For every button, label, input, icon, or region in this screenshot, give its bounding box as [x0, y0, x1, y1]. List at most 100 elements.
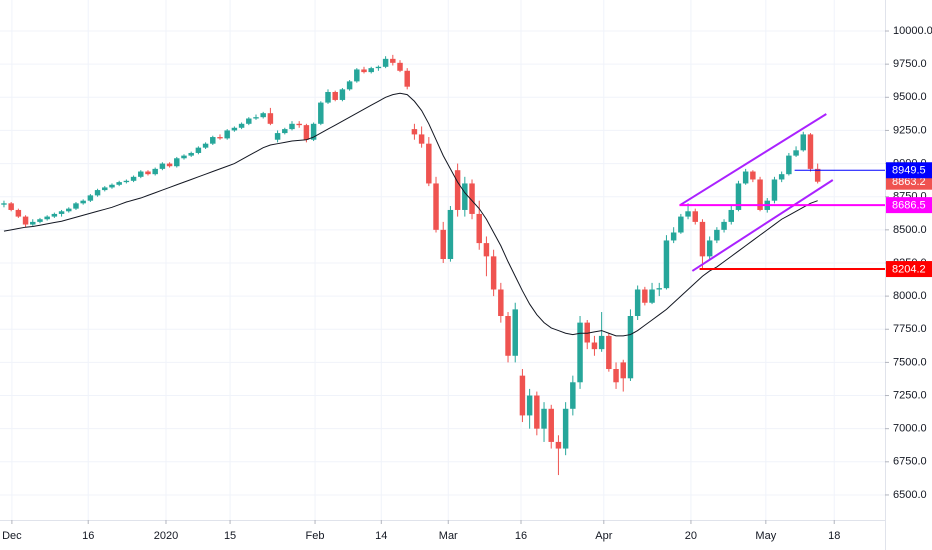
candle-body: [318, 102, 324, 124]
x-tick-label: 2020: [154, 530, 178, 542]
candle-body: [267, 113, 274, 124]
candle-body: [404, 70, 410, 87]
y-tick-label: 7750.0: [893, 323, 927, 335]
candle-body: [577, 322, 583, 383]
candle-body: [411, 129, 418, 135]
candle-body: [181, 155, 187, 159]
candle-body: [238, 123, 245, 128]
candle-body: [195, 147, 202, 153]
y-tick-label: 6500.0: [893, 489, 927, 501]
candle-body: [649, 289, 655, 303]
candle-body: [440, 229, 446, 260]
axes: 6500.0 6750.0 7000.0 7250.0 7500.0 7750.0 8000…: [2, 25, 932, 542]
y-tick-label: 6750.0: [893, 456, 927, 468]
price-label: 8686.5: [892, 200, 926, 212]
x-tick-label: 20: [685, 530, 697, 542]
candle-body: [346, 81, 353, 90]
moving-average: [3, 92, 818, 337]
y-tick-label: 10000.0: [893, 25, 932, 37]
candle-body: [685, 211, 691, 217]
candle-body: [116, 182, 122, 185]
candle-body: [289, 123, 295, 130]
candle-body: [728, 209, 734, 222]
candle-body: [807, 134, 814, 169]
candle-body: [231, 127, 238, 131]
trend-line: [679, 113, 827, 206]
candle-body: [87, 195, 94, 201]
price-label: 8863.2: [892, 176, 926, 188]
candle-body: [8, 203, 14, 210]
candle-body: [692, 211, 698, 222]
candle-body: [390, 58, 396, 63]
candle-body: [778, 174, 785, 180]
x-tick-label: 18: [828, 530, 840, 542]
candle-body: [656, 288, 662, 290]
candle-body: [642, 289, 648, 303]
price-label: 8204.2: [892, 263, 926, 275]
x-tick-label: Mar: [439, 530, 458, 542]
candle-body: [570, 382, 576, 409]
y-tick-label: 7500.0: [893, 356, 927, 368]
candle-body: [166, 163, 173, 167]
candle-body: [1, 203, 7, 205]
candle-body: [699, 221, 706, 257]
candle-body: [382, 58, 389, 67]
candle-body: [627, 316, 634, 379]
candle-body: [152, 168, 158, 175]
x-tick-label: 16: [82, 530, 94, 542]
trend-line: [691, 179, 834, 272]
y-tick-label: 7250.0: [893, 389, 927, 401]
candle-body: [260, 113, 266, 118]
candle-body: [202, 143, 209, 148]
candle-body: [735, 183, 742, 210]
candle-body: [469, 183, 475, 214]
candle-body: [721, 221, 727, 230]
candle-body: [598, 335, 605, 350]
candle-body: [332, 91, 338, 100]
candle-body: [109, 184, 115, 188]
candle-body: [512, 309, 518, 356]
candle-body: [620, 362, 626, 379]
candle-body: [613, 369, 619, 383]
candle-body: [814, 168, 821, 182]
candle-body: [22, 216, 29, 225]
candle-body: [210, 137, 216, 144]
candle-body: [303, 125, 310, 140]
candle-body: [274, 133, 281, 140]
candle-body: [145, 171, 151, 175]
candle-body: [771, 179, 778, 201]
candle-body: [447, 209, 454, 260]
price-label-box: [886, 197, 932, 214]
price-label-box: [886, 162, 932, 179]
candle-body: [310, 123, 317, 140]
candle-body: [296, 123, 302, 126]
candle-body: [224, 130, 230, 139]
y-tick-label: 9750.0: [893, 58, 927, 70]
candle-body: [138, 171, 144, 177]
x-tick-label: Feb: [306, 530, 325, 542]
y-tick-label: 9500.0: [893, 91, 927, 103]
candle-body: [73, 203, 79, 209]
candle-body: [584, 322, 590, 343]
candle-body: [433, 183, 439, 230]
candle-body: [526, 395, 533, 416]
candle-body: [742, 171, 749, 184]
candle-body: [37, 219, 43, 222]
candle-body: [368, 68, 374, 73]
candle-body: [786, 155, 792, 175]
candle-body: [174, 158, 180, 167]
candle-body: [454, 170, 461, 210]
candle-body: [94, 190, 101, 196]
plot-area: [1, 54, 885, 476]
candle-body: [750, 171, 756, 180]
x-tick-label: Dec: [2, 530, 22, 542]
candle-body: [15, 209, 22, 217]
y-tick-label: 7000.0: [893, 423, 927, 435]
candle-body: [476, 213, 482, 244]
candle-body: [562, 408, 569, 449]
candle-body: [339, 89, 346, 100]
candle-body: [555, 441, 562, 449]
candle-body: [418, 134, 425, 144]
candle-body: [397, 62, 403, 71]
candle-body: [246, 118, 252, 124]
